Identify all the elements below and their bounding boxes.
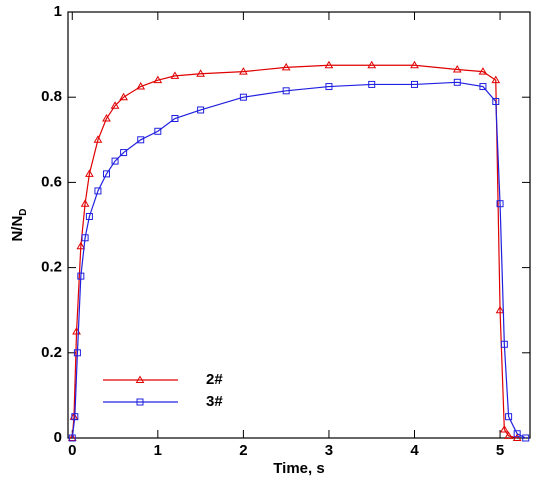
marker — [367, 60, 377, 69]
marker — [522, 434, 530, 442]
marker — [80, 199, 90, 207]
marker — [197, 106, 205, 114]
marker — [85, 169, 94, 177]
marker — [196, 69, 205, 77]
y-tick-label: 0.2 — [41, 259, 62, 276]
series-line — [71, 64, 518, 439]
marker — [492, 97, 500, 105]
plot-frame — [67, 11, 531, 439]
marker — [239, 93, 247, 101]
marker — [103, 170, 110, 178]
marker — [110, 101, 120, 109]
x-tick-label: 2 — [239, 442, 247, 459]
marker — [154, 127, 162, 135]
x-tick-label: 3 — [325, 442, 333, 459]
marker — [282, 87, 290, 95]
y-label-sub: D — [18, 208, 29, 215]
marker — [324, 60, 334, 69]
marker — [85, 212, 93, 220]
y-tick-label: 1 — [54, 3, 62, 20]
marker — [76, 241, 86, 250]
x-tick-label: 0 — [68, 442, 76, 459]
marker — [368, 80, 376, 88]
marker — [81, 234, 89, 242]
x-axis-label: Time, s — [273, 460, 324, 477]
legend-label: 2# — [206, 371, 223, 388]
x-tick-label: 1 — [154, 442, 162, 459]
marker — [171, 115, 179, 122]
series-line — [71, 81, 526, 439]
marker — [281, 62, 291, 71]
marker — [500, 340, 508, 348]
marker — [68, 434, 76, 442]
marker — [504, 431, 513, 439]
marker — [505, 413, 513, 421]
marker — [170, 71, 180, 79]
marker — [496, 200, 504, 208]
x-tick-label: 4 — [410, 442, 419, 459]
marker — [111, 157, 119, 165]
y-tick-label: 0.6 — [41, 173, 62, 190]
marker — [491, 75, 501, 84]
marker — [512, 433, 522, 441]
marker — [77, 272, 85, 280]
marker — [119, 92, 128, 101]
marker — [136, 82, 146, 90]
marker — [410, 60, 419, 69]
marker — [495, 305, 505, 314]
marker — [137, 136, 145, 144]
marker — [102, 114, 111, 122]
marker — [120, 149, 128, 157]
y-tick-label: 0 — [54, 429, 62, 446]
legend-marker — [136, 398, 144, 406]
y-tick-label: 0.2 — [41, 344, 62, 361]
marker — [411, 80, 418, 88]
marker — [479, 83, 487, 91]
x-tick-label: 5 — [496, 442, 504, 459]
marker — [73, 349, 81, 357]
marker — [325, 83, 333, 91]
marker — [93, 135, 103, 143]
marker — [453, 78, 461, 86]
marker — [239, 67, 248, 75]
legend-marker — [135, 375, 145, 383]
marker — [94, 187, 102, 195]
marker — [452, 65, 462, 73]
y-axis-label: N/ND — [9, 208, 29, 241]
marker — [153, 75, 163, 84]
marker — [513, 430, 521, 438]
y-label-main: N/N — [9, 216, 26, 242]
marker — [478, 67, 488, 75]
legend-label: 3# — [206, 393, 223, 410]
marker — [71, 413, 79, 421]
marker — [499, 424, 509, 433]
y-tick-label: 0.8 — [41, 88, 62, 105]
